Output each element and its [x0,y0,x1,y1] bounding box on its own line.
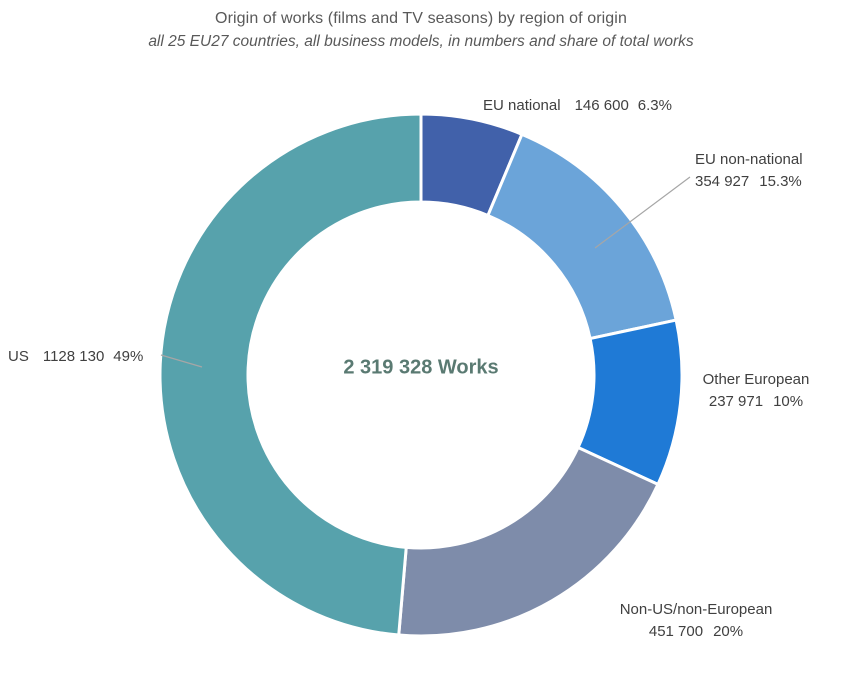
slice-label-eu-non-national: EU non-national 354 927 15.3% [695,149,803,193]
slice-percent: 15.3% [759,173,802,190]
slice-name: US [8,348,29,365]
slice-name: EU national [483,97,561,114]
slice-name: Other European [702,371,810,388]
leader-line-eu-non-national [594,176,691,249]
slice-percent: 10% [773,393,804,410]
donut-segments [158,112,684,638]
slice-label-eu-national: EU national 146 600 6.3% [483,95,672,117]
leader-line-us [160,354,203,368]
slice-value: 1128 130 [42,348,105,365]
slice-percent: 6.3% [637,97,672,114]
slice-value: 237 971 [708,393,764,410]
slice-value: 451 700 [648,623,704,640]
slice-percent: 20% [713,623,744,640]
chart-subtitle: all 25 EU27 countries, all business mode… [148,33,694,50]
slice-name: EU non-national [695,151,803,168]
slice-name: Non-US/non-European [619,601,773,618]
slice-label-non-us-non-european: Non-US/non-European 451 700 20% [603,599,789,643]
donut-center-total: 2 319 328 Works [343,356,499,379]
slice-percent: 49% [113,348,144,365]
slice-label-us: US 1128 130 49% [8,346,143,368]
chart-title: Origin of works (films and TV seasons) b… [215,10,627,27]
slice-label-other-european: Other European 237 971 10% [690,369,822,413]
slice-value: 354 927 [695,173,750,190]
donut-segment-us [158,112,423,637]
donut-segment-eu-non-national [486,132,678,341]
slice-value: 146 600 [574,97,629,114]
